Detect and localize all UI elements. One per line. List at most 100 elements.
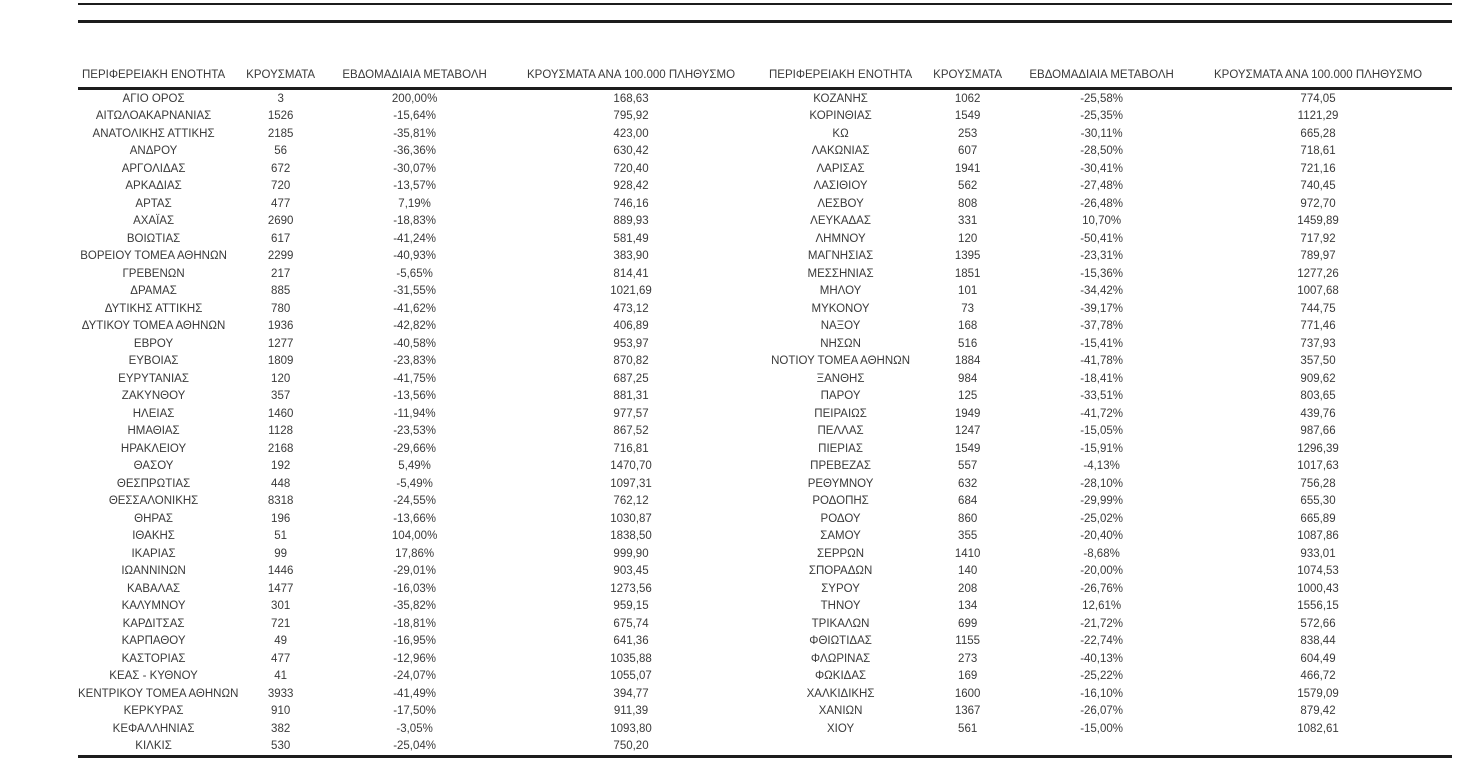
cases-per-100k-cell: 1074,53 <box>1297 565 1339 578</box>
table-row: ΚΑΣΤΟΡΙΑΣ 477 -12,96% 1035,88 <box>78 650 765 668</box>
cases-per-100k-cell: 473,12 <box>613 302 649 315</box>
weekly-change-cell: 10,70% <box>1082 215 1122 228</box>
cases-per-100k-cell: 687,25 <box>613 372 649 385</box>
weekly-change-cell: -31,55% <box>393 285 437 298</box>
table-row: ΦΛΩΡΙΝΑΣ 273 -40,13% 604,49 <box>765 650 1452 668</box>
region-name-cell: ΧΑΛΚΙΔΙΚΗΣ <box>806 687 875 700</box>
cases-per-100k-cell: 1097,31 <box>610 477 652 490</box>
cases-count-cell: 860 <box>958 512 978 525</box>
table-row: ΗΜΑΘΙΑΣ 1128 -23,53% 867,52 <box>78 423 765 441</box>
region-name-cell: ΚΕΑΣ - ΚΥΘΝΟΥ <box>109 670 198 683</box>
weekly-change-cell: -30,11% <box>1080 127 1123 140</box>
weekly-change-cell: -30,41% <box>1080 162 1124 175</box>
weekly-change-cell: -8,68% <box>1083 547 1120 560</box>
cases-count-cell: 1410 <box>954 547 981 560</box>
region-name-cell: ΛΕΣΒΟΥ <box>817 197 864 210</box>
cases-per-100k-cell: 581,49 <box>613 232 649 245</box>
table-row: ΛΑΣΙΘΙΟΥ 562 -27,48% 740,45 <box>765 178 1452 196</box>
region-name-cell: ΑΡΤΑΣ <box>135 197 172 210</box>
region-name-cell: ΓΡΕΒΕΝΩΝ <box>122 267 185 280</box>
cases-count-cell: 885 <box>271 285 291 298</box>
table-row: ΚΩ 253 -30,11% 665,28 <box>765 125 1452 143</box>
table-row: ΝΟΤΙΟΥ ΤΟΜΕΑ ΑΘΗΝΩΝ 1884 -41,78% 357,50 <box>765 353 1452 371</box>
table-row: ΞΑΝΘΗΣ 984 -18,41% 909,62 <box>765 370 1452 388</box>
table-row: ΑΧΑΪΑΣ 2690 -18,83% 889,93 <box>78 213 765 231</box>
cases-count-cell: 699 <box>958 617 978 630</box>
weekly-change-cell: -26,07% <box>1080 705 1124 718</box>
cases-per-100k-cell: 406,89 <box>613 320 649 333</box>
cases-count-cell: 1851 <box>954 267 981 280</box>
region-name-cell: ΜΕΣΣΗΝΙΑΣ <box>807 267 874 280</box>
cases-count-cell: 382 <box>271 722 291 735</box>
weekly-change-cell: 7,19% <box>398 197 431 210</box>
region-name-cell: ΚΩ <box>832 127 849 140</box>
table-row: ΚΑΡΔΙΤΣΑΣ 721 -18,81% 675,74 <box>78 615 765 633</box>
region-name-cell: ΕΥΒΟΙΑΣ <box>128 355 179 368</box>
table-row: ΒΟΡΕΙΟΥ ΤΟΜΕΑ ΑΘΗΝΩΝ 2299 -40,93% 383,90 <box>78 248 765 266</box>
table-row: ΘΑΣΟΥ 192 5,49% 1470,70 <box>78 458 765 476</box>
cases-per-100k-cell: 665,89 <box>1300 512 1336 525</box>
cases-count-cell: 1949 <box>954 407 981 420</box>
weekly-change-cell: -41,24% <box>393 232 437 245</box>
cases-count-cell: 1809 <box>267 355 294 368</box>
region-name-cell: ΦΩΚΙΔΑΣ <box>815 670 867 683</box>
cases-per-100k-cell: 838,44 <box>1300 635 1336 648</box>
weekly-change-cell: -25,04% <box>393 740 437 753</box>
cases-per-100k-cell: 870,82 <box>613 355 649 368</box>
weekly-change-cell: -35,82% <box>393 600 437 613</box>
region-name-cell: ΜΥΚΟΝΟΥ <box>811 302 870 315</box>
cases-count-cell: 217 <box>271 267 291 280</box>
cases-count-cell: 49 <box>274 635 288 648</box>
weekly-change-cell: -18,41% <box>1080 372 1124 385</box>
weekly-change-cell: -13,66% <box>393 512 437 525</box>
table-row: ΛΗΜΝΟΥ 120 -50,41% 717,92 <box>765 230 1452 248</box>
table-row: ΠΡΕΒΕΖΑΣ 557 -4,13% 1017,63 <box>765 458 1452 476</box>
table-row: ΗΡΑΚΛΕΙΟΥ 2168 -29,66% 716,81 <box>78 440 765 458</box>
table-row: ΤΡΙΚΑΛΩΝ 699 -21,72% 572,66 <box>765 615 1452 633</box>
region-name-cell: ΙΘΑΚΗΣ <box>132 530 175 543</box>
regional-cases-table: ΠΕΡΙΦΕΡΕΙΑΚΗ ΕΝΟΤΗΤΑ ΚΡΟΥΣΜΑΤΑ ΕΒΔΟΜΑΔΙΑ… <box>78 62 1452 758</box>
table-row: ΦΩΚΙΔΑΣ 169 -25,22% 466,72 <box>765 668 1452 686</box>
cases-per-100k-cell: 1121,29 <box>1297 110 1339 123</box>
cases-count-cell: 51 <box>274 530 288 543</box>
weekly-change-cell: -15,05% <box>1080 425 1124 438</box>
table-row: ΑΓΙΟ ΟΡΟΣ 3 200,00% 168,63 <box>78 89 765 108</box>
header-weekly-change: ΕΒΔΟΜΑΔΙΑΙΑ ΜΕΤΑΒΟΛΗ <box>332 62 498 90</box>
table-row: ΠΙΕΡΙΑΣ 1549 -15,91% 1296,39 <box>765 440 1452 458</box>
region-name-cell: ΑΡΓΟΛΙΔΑΣ <box>121 162 186 175</box>
cases-per-100k-cell: 1017,63 <box>1297 460 1339 473</box>
region-name-cell: ΛΑΚΩΝΙΑΣ <box>811 145 870 158</box>
cases-count-cell: 120 <box>958 232 978 245</box>
weekly-change-cell: -50,41% <box>1080 232 1124 245</box>
region-name-cell: ΒΟΡΕΙΟΥ ΤΟΜΕΑ ΑΘΗΝΩΝ <box>80 250 227 263</box>
header-cases: ΚΡΟΥΣΜΑΤΑ <box>916 62 1020 90</box>
table-row: ΔΥΤΙΚΗΣ ΑΤΤΙΚΗΣ 780 -41,62% 473,12 <box>78 300 765 318</box>
weekly-change-cell: -12,96% <box>393 652 437 665</box>
table-row: ΖΑΚΥΝΘΟΥ 357 -13,56% 881,31 <box>78 388 765 406</box>
cases-per-100k-cell: 1556,15 <box>1297 600 1339 613</box>
table-row: ΒΟΙΩΤΙΑΣ 617 -41,24% 581,49 <box>78 230 765 248</box>
cases-per-100k-cell: 1459,89 <box>1297 215 1339 228</box>
weekly-change-cell: -24,07% <box>393 670 437 683</box>
table-row: ΚΑΒΑΛΑΣ 1477 -16,03% 1273,56 <box>78 580 765 598</box>
table-row: ΔΥΤΙΚΟΥ ΤΟΜΕΑ ΑΘΗΝΩΝ 1936 -42,82% 406,89 <box>78 318 765 336</box>
cases-count-cell: 355 <box>958 530 978 543</box>
region-name-cell: ΗΜΑΘΙΑΣ <box>127 425 180 438</box>
cases-per-100k-cell: 721,16 <box>1300 162 1336 175</box>
region-name-cell: ΧΙΟΥ <box>827 722 855 735</box>
header-cases-per-100k: ΚΡΟΥΣΜΑΤΑ ΑΝΑ 100.000 ΠΛΗΘΥΣΜΟ <box>1184 62 1452 90</box>
cases-per-100k-cell: 737,93 <box>1300 337 1336 350</box>
table-row: ΧΑΛΚΙΔΙΚΗΣ 1600 -16,10% 1579,09 <box>765 685 1452 703</box>
region-name-cell: ΘΕΣΠΡΩΤΙΑΣ <box>116 477 191 490</box>
weekly-change-cell: -16,10% <box>1080 687 1124 700</box>
weekly-change-cell: -4,13% <box>1083 460 1120 473</box>
cases-count-cell: 125 <box>958 390 978 403</box>
cases-count-cell: 101 <box>958 285 978 298</box>
cases-per-100k-cell: 1007,68 <box>1297 285 1339 298</box>
cases-per-100k-cell: 1030,87 <box>610 512 652 525</box>
cases-count-cell: 617 <box>271 232 291 245</box>
region-name-cell: ΑΧΑΪΑΣ <box>133 215 175 228</box>
weekly-change-cell: -16,03% <box>393 582 437 595</box>
cases-per-100k-cell: 746,16 <box>613 197 649 210</box>
weekly-change-cell: -20,00% <box>1080 565 1124 578</box>
